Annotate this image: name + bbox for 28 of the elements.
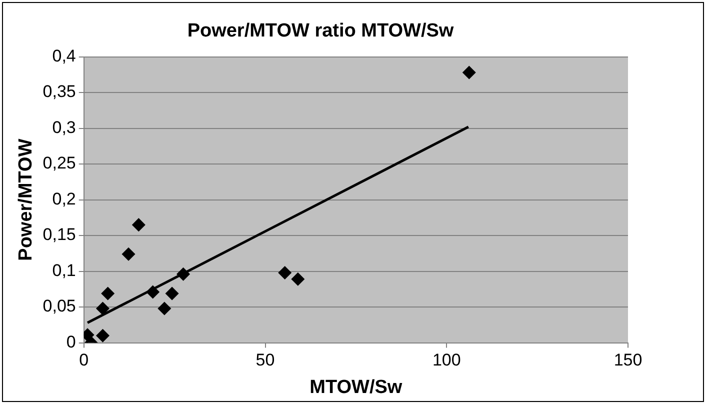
y-tick-label: 0,05 [42,296,76,316]
y-tick-label: 0 [66,332,76,352]
point [132,218,145,232]
y-tick-label: 0,15 [42,225,76,244]
x-tick-label: 100 [432,350,461,370]
chart-title: Power/MTOW ratio MTOW/Sw [187,20,454,42]
x-tick-label: 150 [614,350,642,370]
point [102,287,114,300]
y-tick-label: 0,1 [52,260,76,280]
point [122,248,135,260]
point [292,272,304,286]
point [278,266,292,279]
point [146,286,160,298]
y-tick-label: 0,4 [52,46,76,66]
point [166,287,178,300]
x-tick-label: 0 [79,350,89,370]
point [96,329,109,342]
y-tick-label: 0,25 [42,154,76,173]
y-tick-label: 0,3 [52,118,76,137]
point [158,302,171,315]
x-axis-title: MTOW/Sw [310,376,402,398]
y-axis-title: Power/MTOW [16,138,37,261]
y-tick-label: 0,35 [42,82,76,102]
point [177,268,190,280]
point [462,66,476,79]
point [96,302,109,315]
y-tick-label: 0,2 [52,189,76,208]
x-tick-label: 50 [256,350,275,370]
